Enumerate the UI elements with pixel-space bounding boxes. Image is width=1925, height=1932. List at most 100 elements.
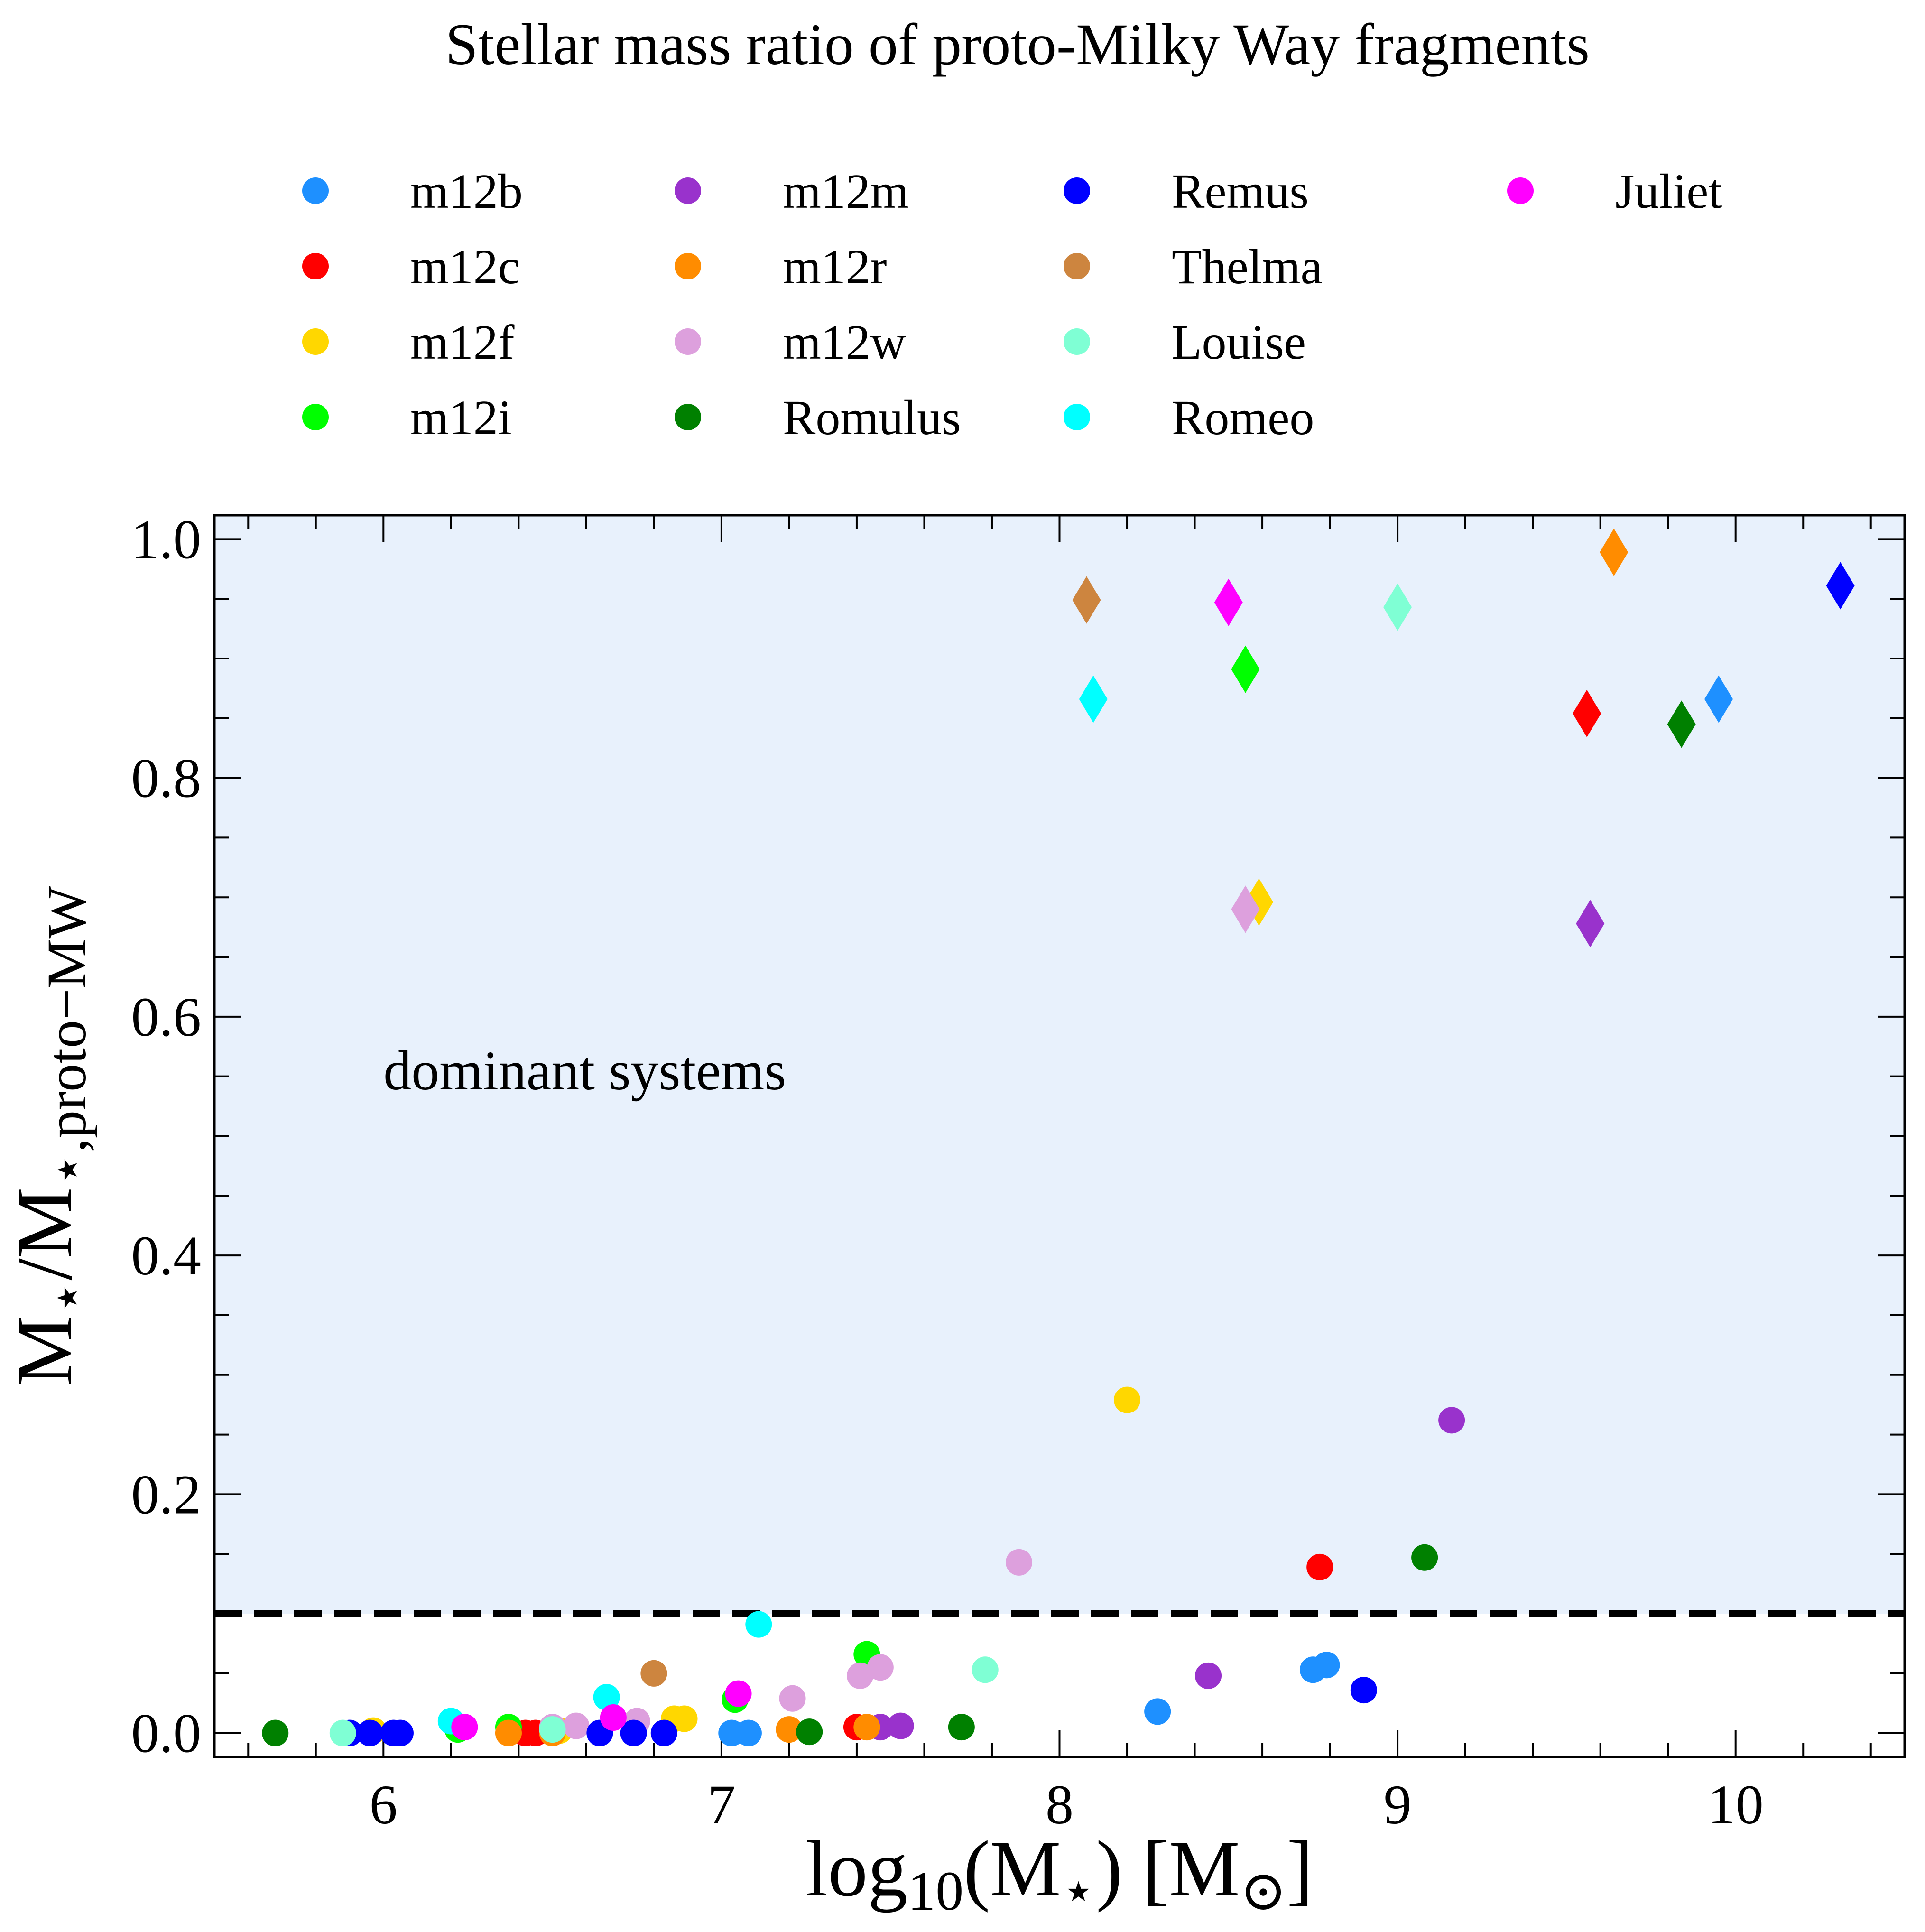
x-axis-label: log10​(M⋆​) [M⊙​] [806, 1825, 1314, 1922]
legend-label: Louise [1172, 315, 1306, 370]
point-romeo [745, 1611, 772, 1638]
dominant-region-shading [214, 515, 1905, 1614]
point-m12m [887, 1712, 914, 1739]
legend-item-m12w: m12w [675, 315, 906, 370]
legend-item-m12b: m12b [302, 164, 523, 219]
x-axis-label-text: log10​(M⋆​) [M⊙​] [806, 1825, 1314, 1922]
legend-item-remus: Remus [1064, 164, 1309, 219]
point-remus [387, 1719, 414, 1746]
legend-label: m12c [410, 240, 520, 294]
point-m12m [1438, 1407, 1465, 1434]
legend-label: Thelma [1172, 240, 1323, 294]
point-romeo [593, 1684, 620, 1711]
main-progenitor-m12b [1704, 675, 1733, 723]
point-m12r [853, 1714, 880, 1741]
legend-item-m12c: m12c [302, 240, 520, 294]
x-tick-label: 10 [1708, 1774, 1764, 1836]
point-m12r [495, 1719, 522, 1746]
legend-label: Romeo [1172, 390, 1314, 445]
point-juliet [725, 1680, 752, 1707]
point-remus [1350, 1677, 1377, 1704]
legend-item-juliet: Juliet [1507, 164, 1722, 219]
main-progenitor-remus [1826, 562, 1855, 610]
legend-marker [302, 404, 329, 430]
x-tick-label: 8 [1046, 1774, 1074, 1836]
legend-item-m12i: m12i [302, 390, 512, 445]
point-remus [650, 1719, 677, 1746]
point-m12b [1313, 1652, 1340, 1679]
main-progenitor-romeo [1079, 675, 1108, 723]
legend-item-m12m: m12m [675, 164, 909, 219]
dominant-systems-label: dominant systems [383, 1040, 786, 1102]
main-progenitor-m12w [1231, 885, 1260, 933]
legend-label: Juliet [1615, 164, 1722, 219]
legend-marker [675, 328, 701, 355]
point-m12w [779, 1685, 806, 1712]
y-tick-label: 0.0 [131, 1702, 202, 1765]
x-tick-labels: 6 7 8 9 10 [370, 1774, 1764, 1836]
legend-marker [1064, 177, 1090, 204]
y-tick-label: 0.4 [131, 1225, 202, 1287]
main-progenitor-juliet [1214, 578, 1243, 626]
legend-marker [675, 404, 701, 430]
main-progenitor-louise [1383, 583, 1412, 631]
legend-marker [1064, 253, 1090, 279]
legend-item-thelma: Thelma [1064, 240, 1323, 294]
point-m12w [1005, 1549, 1032, 1576]
legend-marker [1064, 328, 1090, 355]
legend-marker [675, 177, 701, 204]
legend-item-m12f: m12f [302, 315, 515, 370]
legend-label: m12w [783, 315, 906, 370]
y-tick-label: 1.0 [131, 508, 202, 570]
point-juliet [451, 1714, 478, 1741]
legend-label: Remus [1172, 164, 1309, 219]
point-m12f [671, 1705, 698, 1732]
legend-marker [675, 253, 701, 279]
legend-marker [302, 253, 329, 279]
y-tick-label: 0.8 [131, 747, 202, 809]
main-progenitor-m12c [1573, 689, 1601, 737]
legend-label: Romulus [783, 390, 961, 445]
main-progenitor-m12i [1231, 645, 1260, 693]
legend-marker [302, 177, 329, 204]
y-axis-label-text: M⋆​/M⋆,proto−MW​ [0, 886, 98, 1386]
x-tick-label: 6 [370, 1774, 398, 1836]
y-tick-label: 0.6 [131, 986, 202, 1048]
point-remus [356, 1719, 383, 1746]
y-axis-label: M⋆​/M⋆,proto−MW​ [0, 886, 98, 1386]
x-tick-label: 7 [707, 1774, 735, 1836]
x-tick-label: 9 [1384, 1774, 1412, 1836]
point-louise [329, 1719, 356, 1746]
axis-ticks [214, 515, 1905, 1757]
point-m12f [1114, 1386, 1141, 1413]
legend-label: m12f [410, 315, 515, 370]
legend-item-louise: Louise [1064, 315, 1306, 370]
chart-title: Stellar mass ratio of proto-Milky Way fr… [445, 12, 1590, 77]
point-m12w [847, 1662, 874, 1689]
y-tick-label: 0.2 [131, 1463, 202, 1525]
legend-marker [302, 328, 329, 355]
point-thelma [640, 1660, 667, 1687]
legend-label: m12r [783, 240, 887, 294]
legend-marker [1507, 177, 1534, 204]
legend-item-romulus: Romulus [675, 390, 961, 445]
point-m12b [735, 1719, 762, 1746]
legend-item-romeo: Romeo [1064, 390, 1314, 445]
point-louise [972, 1656, 999, 1683]
point-louise [539, 1716, 566, 1743]
y-tick-labels: 0.0 0.2 0.4 0.6 0.8 1.0 [131, 508, 202, 1764]
plot-frame [213, 514, 1906, 1758]
point-m12r [776, 1716, 803, 1743]
legend-item-m12r: m12r [675, 240, 887, 294]
point-romulus [796, 1718, 823, 1746]
data-points [262, 529, 1855, 1746]
legend-label: m12i [410, 390, 512, 445]
legend-marker [1064, 404, 1090, 430]
point-m12b [1144, 1698, 1171, 1725]
point-remus [620, 1719, 647, 1746]
main-progenitor-romulus [1667, 700, 1696, 748]
point-romulus [1411, 1544, 1438, 1571]
point-romulus [262, 1719, 289, 1746]
point-juliet [600, 1704, 627, 1731]
